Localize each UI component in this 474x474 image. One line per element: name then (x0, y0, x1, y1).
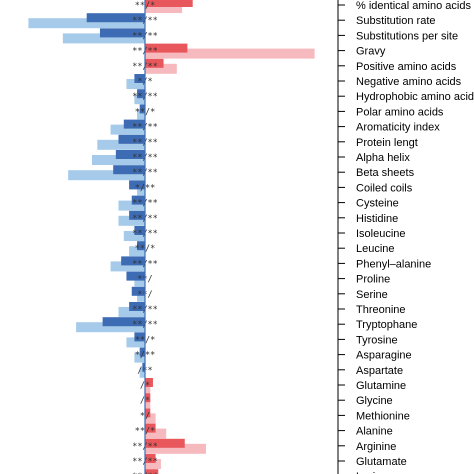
category-label-alpha-helix: Alpha helix (356, 152, 410, 164)
bar-light-coiled-coils (137, 185, 145, 196)
category-label-lysine: Lysine (356, 471, 387, 474)
bar-light-glutamate (145, 459, 161, 469)
category-label-substitutions-per-site: Substitutions per site (356, 30, 458, 42)
category-label-coiled-coils: Coiled coils (356, 182, 413, 194)
category-label-glutamate: Glutamate (356, 456, 407, 468)
bar-dark-lysine (145, 469, 159, 474)
bar-light-negative-amino-acids (126, 79, 145, 89)
bar-dark-protein-lengt (118, 134, 145, 144)
bar-light-glycine (145, 398, 151, 409)
bar-dark-aromaticity-index (123, 119, 145, 129)
category-label-hydrophobic-amino-acids: Hydrophobic amino acids (356, 91, 474, 103)
category-label-phenyl-alanine: Phenyl–alanine (356, 258, 431, 270)
category-label-tryptophane: Tryptophane (356, 319, 417, 331)
bar-dark-beta-sheets (113, 165, 145, 175)
category-label-histidine: Histidine (356, 213, 398, 225)
bar-dark-tyrosine (134, 332, 145, 342)
bar-dark-alpha-helix (115, 150, 145, 159)
bar-dark-tryptophane (102, 317, 145, 327)
category-label-aspartate: Aspartate (356, 365, 403, 377)
bar-light-tyrosine (126, 337, 145, 348)
bar-light-substitution-rate (28, 18, 145, 29)
category-label-aromaticity-index: Aromaticity index (356, 122, 440, 134)
bar-light-substitutions-per-site (62, 33, 145, 44)
bar-light-hydrophobic-amino-acids (134, 94, 145, 105)
bar-light-tryptophane (76, 322, 145, 333)
category-label-leucine: Leucine (356, 243, 395, 255)
category-label-asparagine: Asparagine (356, 350, 412, 362)
bar-dark-polar-amino-acids (139, 104, 145, 114)
bar-dark-alanine (145, 423, 156, 433)
category-label-arginine: Arginine (356, 441, 396, 453)
bar-light-methionine (145, 413, 156, 424)
category-label-isoleucine: Isoleucine (356, 228, 406, 240)
bar-light-cysteine (118, 200, 145, 211)
bar-light-arginine (145, 443, 206, 454)
bar-light-histidine (118, 215, 145, 226)
category-label-negative-amino-acids: Negative amino acids (356, 76, 462, 88)
right-axis-ticks (338, 4, 345, 462)
bar-light-alpha-helix (92, 155, 145, 165)
bar-dark-phenyl-alanine (121, 256, 145, 266)
bar-dark-gravy (145, 43, 188, 53)
category-labels-group: % identical amino acids Substitution rate… (356, 0, 474, 474)
bars-group (28, 0, 315, 474)
category-label-methionine: Methionine (356, 410, 410, 422)
bar-light-proline (134, 276, 145, 287)
category-label-beta-sheets: Beta sheets (356, 167, 415, 179)
bar-light-leucine (129, 246, 145, 257)
category-label-tyrosine: Tyrosine (356, 334, 398, 346)
bar-dark-coiled-coils (129, 180, 145, 190)
bar-dark-methionine (145, 408, 151, 418)
bar-light-phenyl-alanine (110, 261, 145, 272)
bar-dark-negative-amino-acids (134, 74, 145, 83)
bar-dark-histidine (129, 210, 145, 220)
bar-light-asparagine (134, 352, 145, 363)
category-label-polar-amino-acids: Polar amino acids (356, 106, 444, 118)
bar-dark-threonine (129, 302, 145, 311)
bar-dark-identical-amino-acids (145, 0, 193, 7)
bar-light-positive-amino-acids (145, 63, 177, 74)
bar-dark-glycine (145, 393, 151, 403)
category-label-protein-lengt: Protein lengt (356, 137, 418, 149)
bar-dark-substitution-rate (86, 13, 145, 23)
bar-dark-glutamine (145, 378, 153, 387)
bar-dark-arginine (145, 438, 185, 448)
bar-dark-isoleucine (134, 226, 145, 235)
bar-light-threonine (118, 307, 145, 317)
bar-dark-asparagine (139, 347, 145, 357)
category-label-glycine: Glycine (356, 395, 393, 407)
category-label-serine: Serine (356, 289, 388, 301)
category-label-substitution-rate: Substitution rate (356, 15, 436, 27)
category-label-positive-amino-acids: Positive amino acids (356, 61, 457, 73)
bar-light-isoleucine (123, 231, 145, 241)
bar-light-beta-sheets (68, 170, 145, 181)
bar-dark-hydrophobic-amino-acids (137, 89, 145, 99)
bar-dark-proline (126, 271, 145, 281)
bar-light-gravy (145, 48, 315, 59)
bar-light-aspartate (139, 367, 145, 378)
category-label-proline: Proline (356, 274, 390, 286)
bar-light-aromaticity-index (110, 124, 145, 135)
bar-dark-positive-amino-acids (145, 58, 164, 68)
category-label-identical-amino-acids: % identical amino acids (356, 0, 471, 12)
category-label-gravy: Gravy (356, 46, 386, 58)
category-label-cysteine: Cysteine (356, 198, 399, 210)
category-label-glutamine: Glutamine (356, 380, 406, 392)
bar-light-alanine (145, 428, 167, 439)
category-label-threonine: Threonine (356, 304, 406, 316)
bar-light-glutamine (145, 383, 151, 393)
bar-light-serine (137, 291, 145, 302)
bar-light-polar-amino-acids (137, 109, 145, 120)
bar-dark-glutamate (145, 454, 156, 463)
bar-light-protein-lengt (97, 139, 145, 150)
bar-dark-aspartate (142, 362, 145, 372)
bar-dark-serine (131, 286, 145, 296)
bar-dark-cysteine (131, 195, 145, 205)
bar-dark-substitutions-per-site (99, 28, 145, 38)
bar-light-identical-amino-acids (145, 3, 183, 13)
bar-dark-leucine (137, 241, 145, 251)
category-label-alanine: Alanine (356, 426, 393, 438)
